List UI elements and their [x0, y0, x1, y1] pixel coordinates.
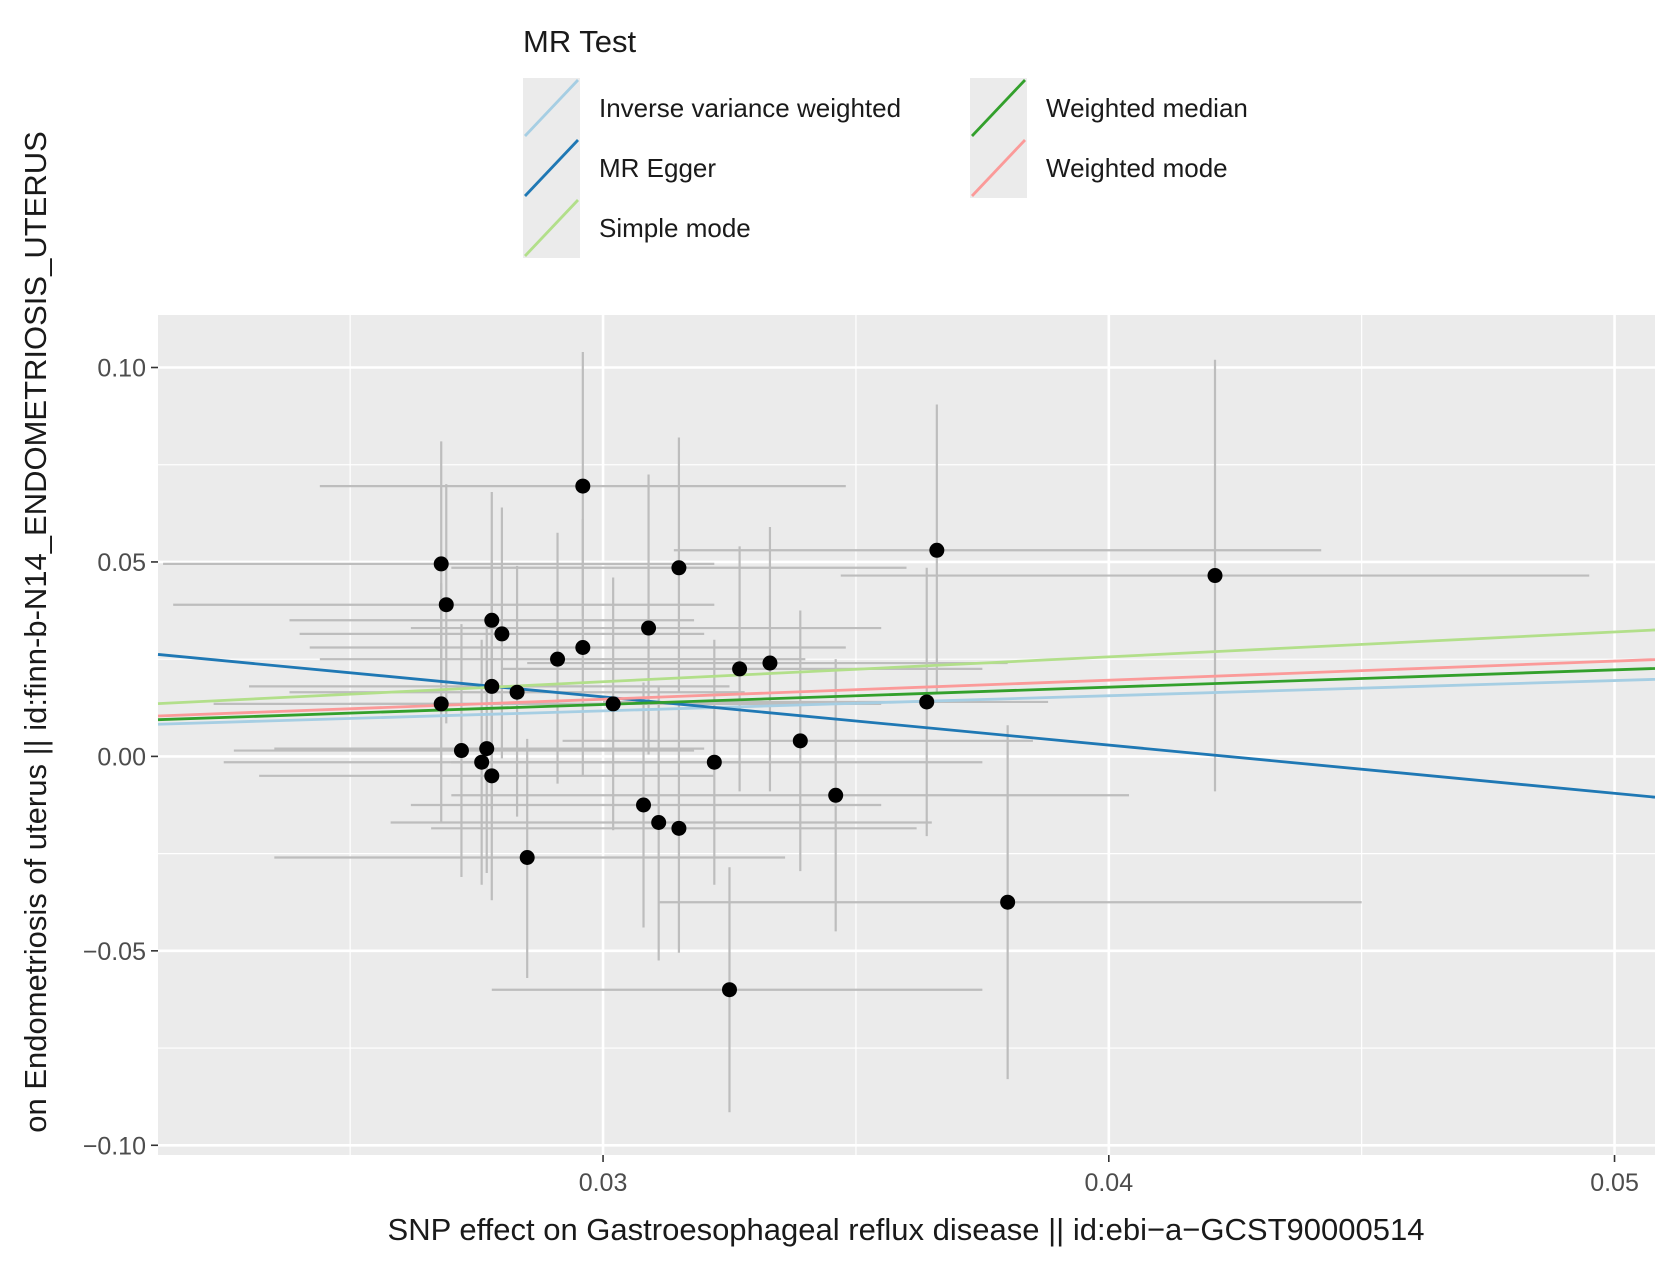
y-tick-label: −0.05 — [83, 938, 146, 966]
x-tick-label: 0.05 — [1590, 1169, 1639, 1197]
data-point — [671, 820, 687, 836]
data-point — [484, 678, 500, 694]
y-axis-ticks: −0.10 −0.05 0.00 0.05 0.10 — [83, 355, 158, 1160]
x-tick-label: 0.03 — [579, 1169, 628, 1197]
data-point — [433, 556, 449, 572]
data-point — [453, 743, 469, 759]
minor-gridlines — [158, 315, 1655, 1155]
data-point — [575, 478, 591, 494]
data-point — [641, 620, 657, 636]
regression-line — [157, 628, 1655, 706]
data-point — [919, 694, 935, 710]
regression-line — [157, 677, 1655, 726]
data-point — [721, 982, 737, 998]
legend-entry: Weighted median — [970, 78, 1248, 138]
legend-key-line — [970, 139, 1027, 197]
legend-label: Weighted median — [1046, 93, 1248, 123]
data-point — [509, 684, 525, 700]
data-point — [550, 651, 566, 667]
legend-label: Inverse variance weighted — [599, 93, 901, 123]
data-point — [671, 560, 687, 576]
data-point — [484, 612, 500, 628]
data-point — [828, 787, 844, 803]
data-point — [792, 733, 808, 749]
y-tick-label: 0.10 — [97, 355, 146, 383]
data-point — [605, 696, 621, 712]
legend-title: MR Test — [523, 24, 637, 59]
regression-line — [157, 667, 1655, 722]
y-tick-label: 0.00 — [97, 743, 146, 771]
data-point — [494, 626, 510, 642]
legend: MR Test Inverse variance weighted MR Egge… — [523, 24, 1248, 258]
x-axis-label: SNP effect on Gastroesophageal reflux di… — [388, 1212, 1425, 1247]
data-point — [762, 655, 778, 671]
regression-lines — [157, 628, 1655, 799]
plot-panel — [158, 315, 1655, 1155]
data-point — [484, 768, 500, 784]
data-point — [732, 661, 748, 677]
y-axis-label: on Endometriosis of uterus || id:finn-b-… — [18, 131, 53, 1133]
data-point — [1000, 894, 1016, 910]
data-point — [706, 754, 722, 770]
legend-entry: Simple mode — [523, 198, 751, 258]
regression-line — [157, 653, 1655, 799]
legend-label: Weighted mode — [1046, 153, 1228, 183]
x-tick-label: 0.04 — [1084, 1169, 1133, 1197]
data-point — [575, 640, 591, 655]
regression-line — [157, 658, 1655, 718]
y-tick-label: −0.10 — [83, 1132, 146, 1160]
legend-entry: Inverse variance weighted — [523, 78, 901, 138]
data-points — [433, 478, 1223, 998]
legend-key-line — [523, 79, 580, 137]
data-point — [438, 597, 454, 613]
x-axis-ticks: 0.03 0.04 0.05 — [579, 1155, 1639, 1197]
legend-key-line — [523, 199, 580, 257]
data-point — [651, 815, 667, 830]
data-point — [929, 542, 945, 558]
data-point — [636, 797, 652, 813]
legend-label: Simple mode — [599, 213, 751, 243]
major-gridlines — [158, 315, 1655, 1155]
data-point — [433, 696, 449, 712]
legend-key-line — [970, 79, 1027, 137]
data-point — [474, 754, 490, 770]
legend-entry: Weighted mode — [970, 138, 1228, 198]
y-tick-label: 0.05 — [97, 549, 146, 577]
data-point — [479, 741, 495, 757]
data-point — [1207, 568, 1223, 584]
legend-entry: MR Egger — [523, 138, 716, 198]
legend-key-line — [523, 139, 580, 197]
legend-label: MR Egger — [599, 153, 716, 183]
data-point — [519, 850, 535, 865]
